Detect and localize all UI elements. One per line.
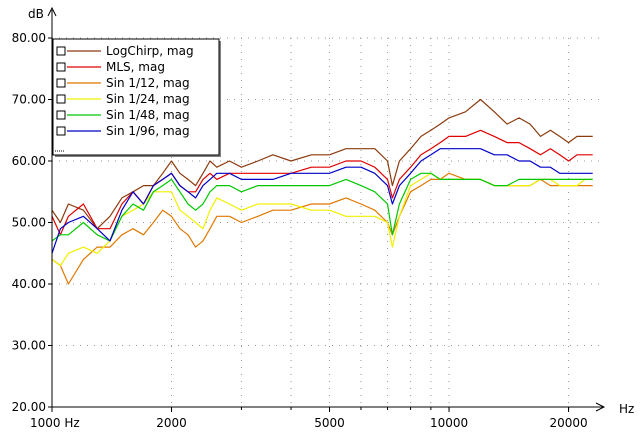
legend-checkbox[interactable] — [56, 62, 66, 72]
y-tick-label: 50.00 — [12, 216, 46, 230]
legend-entry-label: Sin 1/24, mag — [106, 92, 190, 106]
legend-entry-label: Sin 1/96, mag — [106, 124, 190, 138]
series-lines — [51, 98, 593, 285]
legend-checkbox[interactable] — [56, 78, 66, 88]
series-line-3 — [51, 172, 593, 285]
x-tick-label: 5000 — [314, 416, 345, 430]
legend-entry-label: Sin 1/12, mag — [106, 76, 190, 90]
legend-checkbox[interactable] — [56, 126, 66, 136]
y-tick-label: 30.00 — [12, 339, 46, 353]
y-tick-label: 20.00 — [12, 400, 46, 414]
series-line-6 — [51, 148, 593, 254]
x-axis-label: Hz — [619, 402, 634, 416]
y-axis-arrow — [47, 6, 57, 17]
legend[interactable]: LogChirp, mag MLS, mag Sin 1/12, mag Sin 1/… — [52, 38, 221, 157]
y-tick-label: 40.00 — [12, 277, 46, 291]
y-axis-label: dB — [28, 7, 44, 21]
x-axis-arrow — [595, 402, 606, 412]
legend-entry-label: MLS, mag — [106, 60, 165, 74]
legend-checkbox[interactable] — [56, 110, 66, 120]
x-tick-label: 20000 — [549, 416, 587, 430]
x-tick-label: 10000 — [430, 416, 468, 430]
legend-entry-label: Sin 1/48, mag — [106, 108, 190, 122]
x-tick-label: 1000 Hz — [30, 416, 80, 430]
series-line-4 — [51, 172, 593, 267]
series-line-5 — [51, 172, 593, 242]
legend-entry-label: LogChirp, mag — [106, 44, 194, 58]
legend-checkbox[interactable] — [56, 46, 66, 56]
x-tick-label: 2000 — [156, 416, 187, 430]
y-tick-label: 60.00 — [12, 154, 46, 168]
axes: 80.00 70.00 60.00 50.00 40.00 30.00 20.00 1000 … — [12, 6, 634, 430]
y-tick-label: 80.00 — [12, 31, 46, 45]
series-line-1 — [51, 98, 593, 230]
legend-box — [52, 38, 220, 156]
y-tick-label: 70.00 — [12, 93, 46, 107]
legend-checkbox[interactable] — [56, 94, 66, 104]
